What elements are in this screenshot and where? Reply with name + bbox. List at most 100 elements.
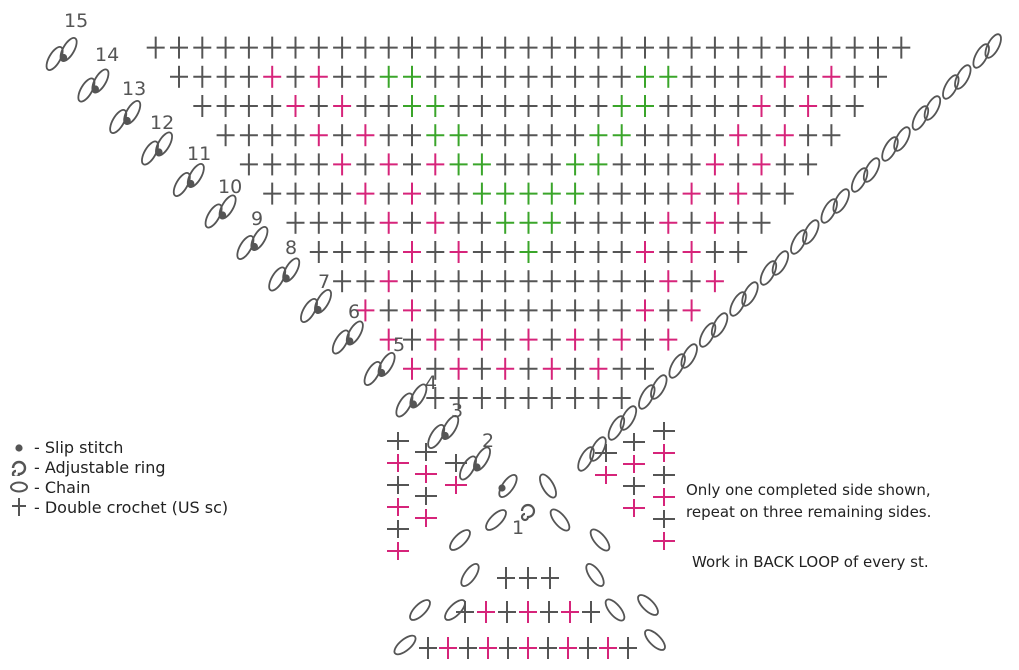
double-crochet-stitch bbox=[542, 95, 561, 117]
double-crochet-stitch bbox=[387, 520, 409, 538]
double-crochet-stitch bbox=[426, 65, 445, 88]
double-crochet-stitch bbox=[659, 211, 678, 234]
chain-stitch bbox=[449, 529, 471, 551]
double-crochet-stitch bbox=[566, 211, 585, 234]
double-crochet-stitch bbox=[333, 36, 352, 59]
double-crochet-stitch bbox=[542, 182, 561, 205]
double-crochet-stitch bbox=[216, 65, 235, 88]
chain-stitch bbox=[942, 74, 960, 100]
note-line-2: repeat on three remaining sides. bbox=[686, 503, 932, 521]
double-crochet-stitch bbox=[403, 95, 421, 117]
double-crochet-stitch bbox=[729, 153, 748, 176]
double-crochet-stitch bbox=[472, 270, 491, 293]
double-crochet-stitch bbox=[623, 433, 645, 451]
double-crochet-stitch bbox=[472, 299, 491, 322]
double-crochet-stitch bbox=[566, 124, 585, 147]
adjustable-ring-icon bbox=[8, 458, 30, 476]
double-crochet-stitch bbox=[449, 182, 468, 205]
double-crochet-stitch bbox=[612, 387, 631, 409]
double-crochet-stitch bbox=[775, 182, 794, 205]
double-crochet-stitch bbox=[822, 95, 841, 117]
double-crochet-stitch bbox=[239, 95, 258, 117]
double-crochet-stitch bbox=[459, 637, 477, 659]
chain-stitch bbox=[741, 281, 759, 307]
double-crochet-stitch bbox=[496, 328, 515, 351]
double-crochet-stitch bbox=[309, 95, 328, 117]
double-crochet-stitch bbox=[426, 299, 445, 322]
double-crochet-stitch bbox=[612, 357, 631, 380]
double-crochet-stitch bbox=[239, 124, 258, 147]
double-crochet-stitch bbox=[705, 270, 724, 293]
double-crochet-stitch bbox=[472, 211, 491, 234]
double-crochet-stitch bbox=[403, 124, 421, 147]
chain-stitch bbox=[759, 260, 778, 286]
legend-label: - Chain bbox=[34, 477, 91, 497]
row-number: 4 bbox=[425, 372, 437, 394]
row-number: 12 bbox=[150, 112, 174, 134]
double-crochet-stitch bbox=[193, 95, 212, 117]
double-crochet-stitch bbox=[566, 153, 585, 176]
double-crochet-stitch bbox=[496, 95, 515, 117]
chain-stitch bbox=[109, 109, 128, 134]
double-crochet-stitch bbox=[239, 153, 258, 176]
double-crochet-stitch bbox=[542, 36, 561, 59]
slip-stitch bbox=[155, 148, 163, 156]
double-crochet-stitch bbox=[379, 182, 398, 205]
note-line-3: Work in BACK LOOP of every st. bbox=[692, 553, 929, 571]
double-crochet-stitch bbox=[775, 124, 794, 147]
double-crochet-stitch bbox=[566, 182, 585, 205]
bottom-side-stitches bbox=[419, 567, 637, 659]
double-crochet-stitch bbox=[403, 357, 421, 380]
double-crochet-stitch bbox=[519, 241, 538, 263]
double-crochet-stitch bbox=[519, 182, 538, 205]
double-crochet-stitch bbox=[542, 387, 561, 409]
double-crochet-stitch bbox=[519, 153, 538, 176]
double-crochet-stitch bbox=[333, 153, 352, 176]
double-crochet-stitch bbox=[263, 124, 282, 147]
double-crochet-stitch bbox=[496, 36, 515, 59]
double-crochet-stitch bbox=[356, 124, 375, 147]
chain-stitch bbox=[172, 172, 191, 197]
double-crochet-stitch bbox=[705, 182, 724, 205]
double-crochet-stitch bbox=[705, 124, 724, 147]
double-crochet-stitch bbox=[333, 95, 352, 117]
double-crochet-stitch bbox=[309, 65, 328, 88]
legend-item-slip-stitch: - Slip stitch bbox=[8, 437, 228, 457]
double-crochet-stitch bbox=[379, 299, 398, 322]
double-crochet-stitch bbox=[705, 95, 724, 117]
slip-stitch bbox=[282, 274, 290, 282]
double-crochet-stitch bbox=[472, 36, 491, 59]
double-crochet-stitch bbox=[542, 357, 561, 380]
double-crochet-stitch bbox=[539, 637, 557, 659]
double-crochet-stitch bbox=[729, 95, 748, 117]
double-crochet-stitch bbox=[499, 637, 517, 659]
chain-stitch bbox=[911, 105, 930, 131]
double-crochet-stitch bbox=[449, 299, 468, 322]
double-crochet-stitch bbox=[612, 65, 631, 88]
double-crochet-stitch bbox=[472, 328, 491, 351]
double-crochet-stitch bbox=[799, 153, 818, 176]
double-crochet-stitch bbox=[653, 510, 675, 528]
double-crochet-stitch bbox=[636, 36, 654, 59]
double-crochet-stitch bbox=[426, 36, 445, 59]
slip-stitch bbox=[378, 368, 386, 377]
double-crochet-stitch bbox=[752, 182, 771, 205]
double-crochet-stitch bbox=[752, 36, 771, 59]
double-crochet-stitch bbox=[263, 153, 282, 176]
slip-stitch bbox=[473, 463, 481, 471]
double-crochet-stitch bbox=[519, 95, 538, 117]
double-crochet-stitch bbox=[445, 454, 467, 472]
double-crochet-stitch bbox=[822, 124, 841, 147]
double-crochet-stitch bbox=[496, 124, 515, 147]
adjustable-ring-icon bbox=[520, 503, 536, 522]
double-crochet-stitch bbox=[561, 601, 579, 623]
double-crochet-stitch bbox=[449, 270, 468, 293]
double-crochet-stitch bbox=[403, 328, 421, 351]
chain-stitch bbox=[444, 599, 466, 621]
double-crochet-stitch bbox=[415, 509, 437, 527]
double-crochet-stitch bbox=[403, 299, 421, 322]
double-crochet-stitch bbox=[263, 36, 282, 59]
chain-stitch bbox=[427, 424, 446, 449]
double-crochet-stitch bbox=[869, 65, 887, 88]
double-crochet-stitch bbox=[426, 270, 445, 293]
